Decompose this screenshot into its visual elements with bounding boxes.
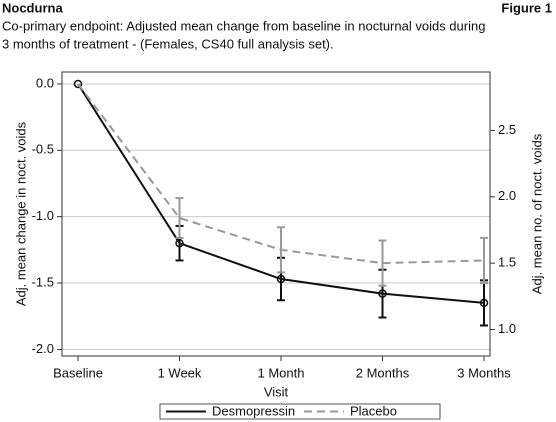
y2-axis-label: Adj. mean no. of noct. voids [529, 133, 544, 294]
y-tick-label: -1.5 [32, 274, 54, 289]
y2-tick-label: 2.5 [498, 122, 516, 137]
y2-tick-label: 2.0 [498, 188, 516, 203]
y-tick-label: -2.0 [32, 341, 54, 356]
legend-label: Desmopressin [212, 403, 295, 418]
legend-label: Placebo [350, 403, 397, 418]
x-tick-label: 1 Week [158, 365, 202, 380]
y2-tick-label: 1.0 [498, 321, 516, 336]
x-tick-label: 2 Months [356, 365, 410, 380]
y-tick-label: -1.0 [32, 208, 54, 223]
error-bar [378, 239, 387, 287]
figure-label: Figure 1 [501, 0, 552, 15]
point-marker [73, 79, 83, 89]
y-axis-label: Adj. mean change in noct. voids [13, 121, 28, 306]
x-tick-label: Baseline [53, 365, 103, 380]
caption-line: 3 months of treatment - (Females, CS40 f… [2, 36, 334, 51]
x-tick-label: 3 Months [457, 365, 511, 380]
series-line [77, 83, 485, 265]
error-bar [175, 197, 184, 239]
point-marker [276, 274, 286, 284]
error-bar [480, 236, 488, 285]
header-title: Nocdurna [2, 0, 63, 15]
plot-frame [61, 71, 491, 357]
point-marker [175, 238, 184, 248]
caption-line: Co-primary endpoint: Adjusted mean chang… [2, 18, 485, 33]
series-line [77, 83, 485, 304]
legend-box [159, 403, 441, 420]
point-marker [378, 289, 387, 298]
y-tick-label: -0.5 [32, 142, 54, 157]
x-axis-label: Visit [264, 384, 289, 399]
y2-tick-label: 1.5 [498, 255, 516, 270]
point-marker [479, 298, 489, 308]
y-tick-label: 0.0 [36, 75, 54, 90]
x-tick-label: 1 Month [258, 365, 305, 380]
